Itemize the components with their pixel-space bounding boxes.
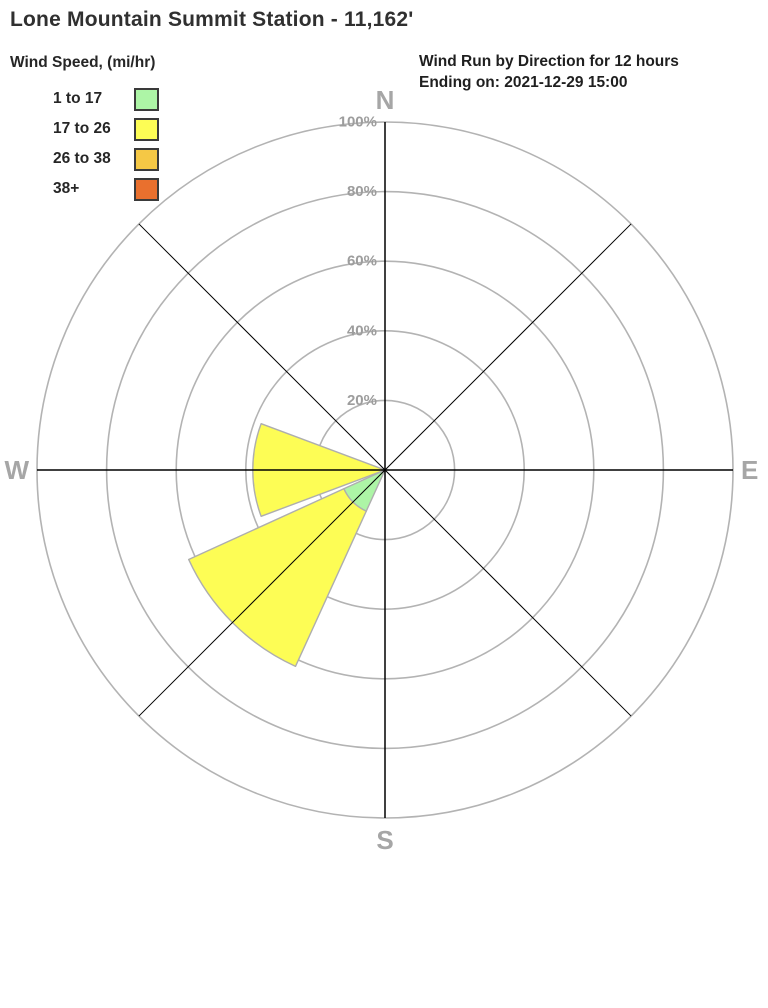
legend-item-label: 38+	[53, 180, 80, 197]
ring-tick-label: 40%	[347, 322, 377, 339]
chart-header-line2: Ending on: 2021-12-29 15:00	[419, 74, 628, 91]
direction-label: S	[376, 825, 393, 855]
legend-item: 38+	[53, 174, 159, 204]
direction-label: E	[741, 455, 758, 485]
page-title: Lone Mountain Summit Station - 11,162'	[10, 8, 414, 31]
legend-swatch	[134, 147, 159, 171]
legend-item: 26 to 38	[53, 144, 159, 174]
legend-swatch	[134, 117, 159, 141]
legend-title: Wind Speed, (mi/hr)	[10, 54, 156, 71]
chart-header-line1: Wind Run by Direction for 12 hours	[419, 53, 679, 70]
wind-speed-legend: 1 to 17 17 to 26 26 to 38 38+	[53, 84, 159, 204]
ring-tick-label: 20%	[347, 392, 377, 409]
legend-swatch	[134, 87, 159, 111]
legend-item-label: 1 to 17	[53, 90, 103, 107]
legend-item: 1 to 17	[53, 84, 159, 114]
direction-label: N	[376, 85, 395, 115]
chart-header: Wind Run by Direction for 12 hours Endin…	[419, 51, 679, 93]
legend-swatch	[134, 177, 159, 201]
ring-tick-label: 80%	[347, 183, 377, 200]
legend-item-label: 17 to 26	[53, 120, 111, 137]
ring-tick-label: 60%	[347, 253, 377, 270]
direction-label: W	[4, 455, 29, 485]
intercardinal-axis-line	[138, 223, 632, 717]
ring-tick-label: 100%	[339, 114, 377, 131]
legend-item: 17 to 26	[53, 114, 159, 144]
legend-item-label: 26 to 38	[53, 150, 111, 167]
